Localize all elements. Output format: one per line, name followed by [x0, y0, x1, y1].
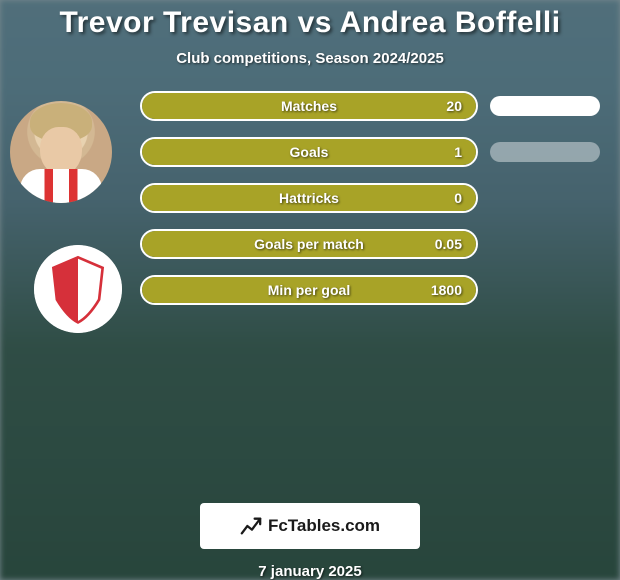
- stat-value: 20: [446, 93, 462, 119]
- player-avatar: [10, 101, 112, 203]
- club-shield-icon: [34, 245, 122, 333]
- stat-value: 0: [454, 185, 462, 211]
- stat-row: Matches20: [140, 91, 600, 121]
- stat-value: 0.05: [435, 231, 462, 257]
- stat-label: Min per goal: [142, 277, 476, 303]
- stat-pill-right: [490, 142, 600, 162]
- stat-pill-right: [490, 188, 600, 208]
- page-subtitle: Club competitions, Season 2024/2025: [176, 50, 444, 67]
- stat-pill-right: [490, 234, 600, 254]
- stat-row: Hattricks0: [140, 183, 600, 213]
- stat-pill-right: [490, 96, 600, 116]
- brand-text: FcTables.com: [268, 516, 380, 536]
- chart-line-icon: [240, 515, 262, 537]
- stats-area: Matches20 Goals1 Hattricks0 Goals per match…: [0, 91, 620, 503]
- stat-bar-left: Min per goal1800: [140, 275, 478, 305]
- stat-bar-left: Goals per match0.05: [140, 229, 478, 259]
- stat-row: Min per goal1800: [140, 275, 600, 305]
- footer-date: 7 january 2025: [258, 563, 361, 580]
- stat-label: Matches: [142, 93, 476, 119]
- stat-label: Hattricks: [142, 185, 476, 211]
- stat-label: Goals: [142, 139, 476, 165]
- stat-label: Goals per match: [142, 231, 476, 257]
- stat-bar-left: Matches20: [140, 91, 478, 121]
- brand-footer-box: FcTables.com: [200, 503, 420, 549]
- stat-row: Goals per match0.05: [140, 229, 600, 259]
- content-root: Trevor Trevisan vs Andrea Boffelli Club …: [0, 0, 620, 580]
- club-badge-avatar: [34, 245, 122, 333]
- stat-bars: Matches20 Goals1 Hattricks0 Goals per match…: [140, 91, 600, 321]
- page-title: Trevor Trevisan vs Andrea Boffelli: [59, 6, 560, 40]
- stat-value: 1800: [431, 277, 462, 303]
- stat-pill-right: [490, 280, 600, 300]
- stat-value: 1: [454, 139, 462, 165]
- stat-bar-left: Hattricks0: [140, 183, 478, 213]
- stat-bar-left: Goals1: [140, 137, 478, 167]
- stat-row: Goals1: [140, 137, 600, 167]
